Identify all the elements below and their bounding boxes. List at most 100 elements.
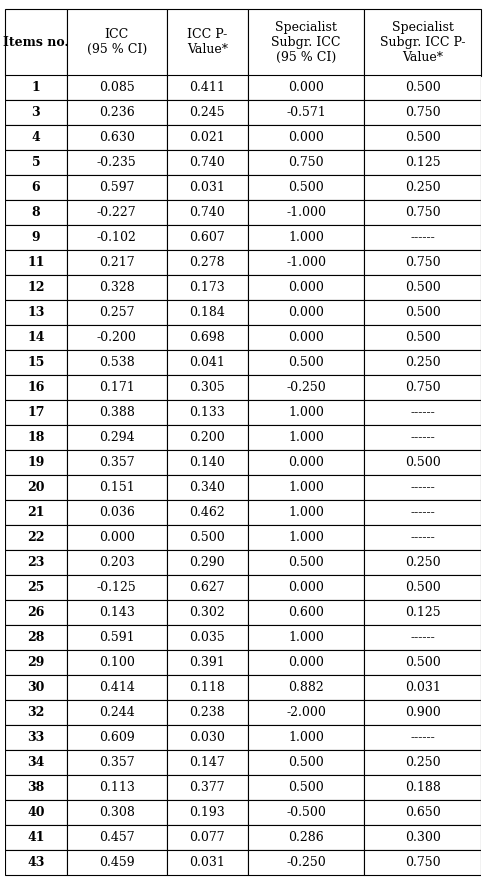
Text: ------: ------: [410, 431, 435, 445]
Bar: [67, 800, 167, 825]
Bar: [167, 376, 248, 400]
Text: 0.030: 0.030: [190, 731, 225, 744]
Bar: [67, 851, 167, 875]
Text: 0.188: 0.188: [405, 781, 441, 794]
Bar: [364, 775, 481, 800]
Bar: [364, 425, 481, 450]
Text: 0.750: 0.750: [405, 856, 441, 869]
Text: 0.462: 0.462: [190, 506, 225, 519]
Text: 0.500: 0.500: [405, 307, 441, 320]
Bar: [5, 851, 67, 875]
Bar: [364, 325, 481, 350]
Bar: [364, 276, 481, 300]
Bar: [67, 775, 167, 800]
Text: 0.750: 0.750: [405, 381, 441, 394]
Text: 0.597: 0.597: [99, 182, 135, 194]
Bar: [67, 175, 167, 200]
Text: 0.125: 0.125: [405, 606, 441, 619]
Text: 0.459: 0.459: [99, 856, 135, 869]
Bar: [364, 501, 481, 525]
Bar: [167, 550, 248, 575]
Text: 25: 25: [27, 581, 45, 595]
Text: 32: 32: [27, 706, 45, 719]
Bar: [248, 800, 364, 825]
Bar: [167, 476, 248, 501]
Text: 12: 12: [27, 282, 45, 294]
Text: -0.125: -0.125: [97, 581, 137, 595]
Bar: [5, 350, 67, 376]
Text: 26: 26: [27, 606, 45, 619]
Text: 4: 4: [32, 131, 40, 144]
Bar: [67, 601, 167, 626]
Text: -1.000: -1.000: [286, 206, 326, 220]
Bar: [364, 376, 481, 400]
Text: 0.133: 0.133: [190, 407, 225, 419]
Text: 0.035: 0.035: [190, 631, 225, 644]
Bar: [248, 75, 364, 100]
Text: 1.000: 1.000: [288, 407, 324, 419]
Text: 0.591: 0.591: [99, 631, 135, 644]
Text: 13: 13: [27, 307, 45, 320]
Bar: [248, 851, 364, 875]
Bar: [67, 525, 167, 550]
Bar: [167, 501, 248, 525]
Bar: [167, 300, 248, 325]
Bar: [167, 626, 248, 650]
Text: -0.102: -0.102: [97, 231, 137, 245]
Text: 16: 16: [27, 381, 45, 394]
Text: 1.000: 1.000: [288, 731, 324, 744]
Bar: [167, 800, 248, 825]
Bar: [167, 450, 248, 476]
Bar: [67, 575, 167, 601]
Bar: [364, 650, 481, 675]
Text: 0.203: 0.203: [99, 556, 135, 570]
Text: 0.500: 0.500: [405, 82, 441, 95]
Text: -0.227: -0.227: [97, 206, 137, 220]
Bar: [167, 425, 248, 450]
Text: ------: ------: [410, 407, 435, 419]
Text: 0.600: 0.600: [288, 606, 324, 619]
Text: ------: ------: [410, 631, 435, 644]
Text: 0.302: 0.302: [190, 606, 225, 619]
Text: 0.140: 0.140: [190, 456, 225, 470]
Text: 0.500: 0.500: [405, 282, 441, 294]
Text: 0.750: 0.750: [405, 206, 441, 220]
Bar: [67, 675, 167, 700]
Bar: [248, 175, 364, 200]
Text: 0.000: 0.000: [288, 456, 324, 470]
Text: 1.000: 1.000: [288, 231, 324, 245]
Text: -0.571: -0.571: [286, 106, 326, 120]
Text: 0.244: 0.244: [99, 706, 135, 719]
Text: 15: 15: [27, 356, 45, 369]
Bar: [364, 575, 481, 601]
Bar: [167, 575, 248, 601]
Text: 0.538: 0.538: [99, 356, 135, 369]
Bar: [248, 575, 364, 601]
Bar: [5, 525, 67, 550]
Text: -0.235: -0.235: [97, 157, 137, 169]
Text: 0.500: 0.500: [288, 781, 324, 794]
Bar: [167, 251, 248, 276]
Text: 0.500: 0.500: [405, 581, 441, 595]
Bar: [67, 276, 167, 300]
Text: 20: 20: [27, 481, 45, 494]
Text: -0.200: -0.200: [97, 331, 137, 345]
Bar: [67, 626, 167, 650]
Bar: [248, 550, 364, 575]
Text: 0.100: 0.100: [99, 657, 135, 669]
Bar: [248, 425, 364, 450]
Bar: [67, 200, 167, 225]
Text: Specialist
Subgr. ICC P-
Value*: Specialist Subgr. ICC P- Value*: [380, 20, 466, 64]
Bar: [167, 9, 248, 75]
Text: 1: 1: [32, 82, 40, 95]
Text: 0.286: 0.286: [288, 831, 324, 844]
Bar: [364, 100, 481, 126]
Text: 0.698: 0.698: [190, 331, 225, 345]
Bar: [5, 175, 67, 200]
Text: -2.000: -2.000: [286, 706, 326, 719]
Bar: [67, 251, 167, 276]
Text: 0.031: 0.031: [190, 182, 225, 194]
Text: 41: 41: [27, 831, 45, 844]
Bar: [5, 550, 67, 575]
Bar: [67, 450, 167, 476]
